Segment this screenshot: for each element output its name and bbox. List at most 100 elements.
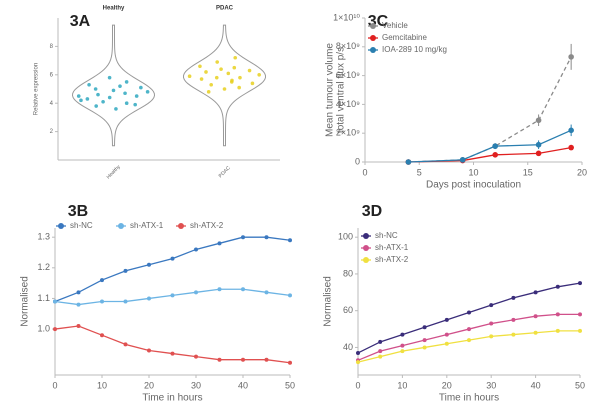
data-point [76, 302, 81, 307]
data-point [578, 312, 582, 317]
data-point [467, 327, 471, 332]
data-point [76, 324, 81, 328]
y-tick-label: 40 [343, 342, 353, 352]
series-line [408, 146, 572, 163]
data-point [533, 290, 538, 295]
data-point [170, 351, 175, 356]
data-point [241, 287, 245, 292]
data-point [114, 107, 118, 111]
data-point [533, 314, 538, 319]
series-line [408, 56, 572, 163]
category-label: Healthy [103, 6, 125, 12]
data-point [535, 117, 542, 124]
data-point [107, 95, 112, 100]
data-point [459, 157, 466, 163]
data-point [87, 82, 91, 87]
data-point [247, 68, 252, 73]
data-point [194, 290, 198, 295]
x-tick-label: 20 [577, 167, 587, 177]
data-point [232, 65, 237, 70]
x-tick-label: 30 [191, 380, 201, 390]
data-point [237, 85, 241, 90]
data-point [233, 55, 238, 60]
data-point [378, 339, 383, 344]
data-point [238, 75, 242, 80]
data-point [124, 101, 129, 105]
data-point [209, 82, 213, 87]
data-point [111, 88, 116, 93]
x-tick-label: 20 [442, 380, 452, 390]
data-point [489, 321, 494, 326]
panel-label: 3A [70, 13, 91, 30]
data-point [170, 293, 175, 298]
data-point [79, 98, 83, 103]
data-point [53, 299, 57, 304]
data-point [467, 338, 471, 343]
y-tick-label: 6×10⁹ [336, 70, 360, 80]
legend-marker [363, 233, 369, 239]
legend-label: sh-ATX-1 [375, 243, 409, 252]
data-point [578, 328, 582, 333]
data-point [288, 293, 292, 298]
data-point [400, 332, 405, 337]
series-line [357, 330, 580, 363]
data-point [107, 75, 112, 80]
x-tick-label: 40 [531, 380, 541, 390]
data-point [568, 144, 574, 151]
series-line [357, 282, 581, 354]
legend-marker [118, 223, 124, 229]
data-point [147, 348, 151, 353]
legend-marker [370, 23, 376, 29]
data-point [124, 80, 129, 84]
x-tick-label: 10 [397, 380, 407, 390]
data-point [199, 77, 204, 81]
data-point [422, 325, 427, 330]
data-point [215, 60, 219, 64]
x-tick-label: 50 [575, 380, 585, 390]
data-point [147, 262, 151, 267]
y-axis-label: Normalised [20, 276, 31, 327]
x-tick-label: 50 [285, 380, 295, 390]
legend-marker [363, 245, 369, 251]
data-point [400, 349, 405, 354]
y-tick-label: 4×10⁹ [336, 99, 360, 109]
data-point [123, 342, 128, 347]
data-point [100, 333, 104, 338]
data-point [264, 357, 269, 362]
data-point [444, 341, 449, 346]
y-tick-label: 1.2 [37, 262, 50, 272]
legend-label: IOA-289 10 mg/kg [382, 45, 447, 54]
data-point [96, 92, 100, 97]
data-point [489, 303, 494, 308]
data-point [511, 295, 516, 300]
y-axis-label: total ventral flux p/s [336, 47, 347, 133]
x-tick-label: 5 [417, 167, 422, 177]
legend-marker [370, 35, 376, 41]
data-point [206, 90, 211, 94]
data-point [118, 84, 122, 88]
data-point [76, 290, 81, 295]
panel-label: 3D [362, 203, 382, 220]
data-point [123, 268, 128, 273]
y-axis-label: Mean tumour volume [325, 43, 336, 137]
legend-label: sh-ATX-1 [130, 221, 164, 230]
data-point [241, 357, 245, 362]
y-tick-label: 80 [343, 268, 353, 278]
data-point [123, 91, 127, 96]
series-line [54, 325, 291, 364]
data-point [222, 87, 227, 91]
data-point [568, 127, 574, 134]
data-point [578, 281, 582, 286]
legend-marker [363, 257, 369, 263]
x-tick-label: 30 [486, 380, 496, 390]
y-axis-label: Normalised [323, 276, 334, 327]
data-point [535, 150, 542, 157]
data-point [533, 330, 538, 335]
x-axis-label: Days post inoculation [426, 180, 521, 191]
data-point [422, 338, 427, 343]
data-point [139, 85, 143, 90]
x-tick-label: 20 [144, 380, 154, 390]
data-point [76, 94, 81, 98]
x-tick-label: 15 [523, 167, 533, 177]
